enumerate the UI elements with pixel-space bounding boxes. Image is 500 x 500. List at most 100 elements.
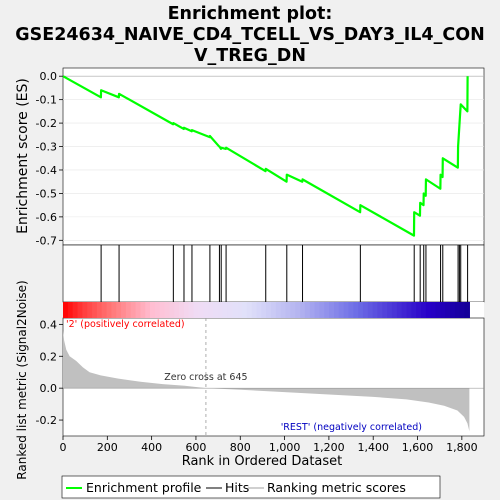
es-panel [62,67,485,246]
metric-tick-label: 0.2 [40,350,58,363]
colorbar-segment [246,302,253,318]
colorbar-segment [121,302,127,318]
colorbar-segment [82,302,88,318]
colorbar-segment [435,302,441,318]
es-y-ticks: 0.0 -0.1 -0.2 -0.3 -0.4 -0.5 -0.6 -0.7 [36,70,63,247]
colorbar-segment [353,302,359,318]
x-tick-label: 1,400 [357,441,389,454]
colorbar-segment [251,302,258,318]
x-tick-label: 1,600 [402,441,434,454]
colorbar-segment [96,302,103,318]
colorbar-segment [116,302,122,318]
colorbar-segment [338,302,345,318]
colorbar-segment [454,302,461,318]
colorbar-segment [67,302,74,318]
es-tick-label: -0.7 [36,234,57,247]
x-tick-label: 400 [141,441,162,454]
colorbar-segment [125,302,132,318]
enrichment-profile [62,75,469,237]
colorbar-segment [343,302,350,318]
legend-metric-label: Ranking metric scores [267,480,406,495]
x-axis-label: Rank in Ordered Dataset [182,454,343,469]
colorbar-segment [203,302,209,318]
colorbar-segment [111,302,117,318]
colorbar-segment [425,302,432,318]
colorbar-segment [237,302,243,318]
colorbar-segment [198,302,204,318]
zero-cross-label: Zero cross at 645 [164,372,247,383]
metric-tick-label: -0.2 [36,414,57,427]
colorbar-segment [300,302,306,318]
colorbar-segment [106,302,112,318]
legend-es-label: Enrichment profile [86,480,202,495]
colorbar-segment [290,302,296,318]
colorbar-segment [63,302,69,318]
colorbar-segment [362,302,369,318]
metric-panel [62,317,485,437]
colorbar-segment [285,302,291,318]
colorbar-segment [217,302,224,318]
legend-hits-label: Hits [225,480,249,495]
es-tick-label: -0.6 [36,211,57,224]
legend-box [61,475,441,499]
colorbar-segment [319,302,325,318]
colorbar-segment [130,302,137,318]
es-tick-label: -0.2 [36,117,57,130]
colorbar-segment [391,302,398,318]
colorbar-segment [358,302,364,318]
colorbar-segment [382,302,388,318]
colorbar-segment [348,302,354,318]
x-tick-label: 600 [185,441,206,454]
colorbar-segment [193,302,200,318]
colorbar-segment [77,302,83,318]
colorbar-segment [232,302,238,318]
colorbar-segment [222,302,229,318]
colorbar-segment [275,302,282,318]
colorbar-segment [271,302,277,318]
colorbar-segment [372,302,379,318]
colorbar-segment [101,302,108,318]
colorbar-segment [445,302,451,318]
colorbar-segment [459,302,466,318]
colorbar-segment [150,302,156,318]
colorbar-segment [420,302,427,318]
colorbar-segment [164,302,171,318]
colorbar-segment [169,302,175,318]
es-tick-label: -0.1 [36,94,57,107]
chart-title-line-2: GSE24634_NAIVE_CD4_TCELL_VS_DAY3_IL4_CON [15,25,484,45]
colorbar-segment [401,302,408,318]
colorbar-segment [183,302,190,318]
es-tick-label: -0.5 [36,187,57,200]
colorbar-segment [387,302,393,318]
colorbar-segment [324,302,330,318]
colorbar-segment [154,302,161,318]
colorbar-segment [174,302,180,318]
colorbar-segment [304,302,311,318]
x-axis-ticks: 0 200 400 600 800 1,000 1,200 1,400 1,600 1,800 [60,436,478,454]
hit-markers [100,245,469,302]
colorbar-segment [280,302,287,318]
colorbar-segment [140,302,146,318]
metric-y-axis-label: Ranked list metric (Signal2Noise) [15,280,29,479]
colorbar-segment [367,302,374,318]
colorbar-segment [135,302,142,318]
chart-title-line-3: V_TREG_DN [194,46,306,66]
metric-tick-label: 0.4 [40,318,58,331]
colorbar-segment [188,302,195,318]
colorbar-segment [159,302,166,318]
colorbar-segment [329,302,335,318]
negative-correlation-label: 'REST' (negatively correlated) [281,422,422,433]
colorbar-segment [440,302,446,318]
colorbar-segment [227,302,233,318]
x-tick-label: 0 [60,441,67,454]
es-y-axis-label: Enrichment score (ES) [15,78,31,234]
colorbar-segment [430,302,437,318]
colorbar-segment [295,302,301,318]
hits-panel [62,244,485,303]
colorbar-segment [72,302,79,318]
colorbar-segment [256,302,262,318]
colorbar-segment [377,302,383,318]
colorbar-segment [266,302,272,318]
